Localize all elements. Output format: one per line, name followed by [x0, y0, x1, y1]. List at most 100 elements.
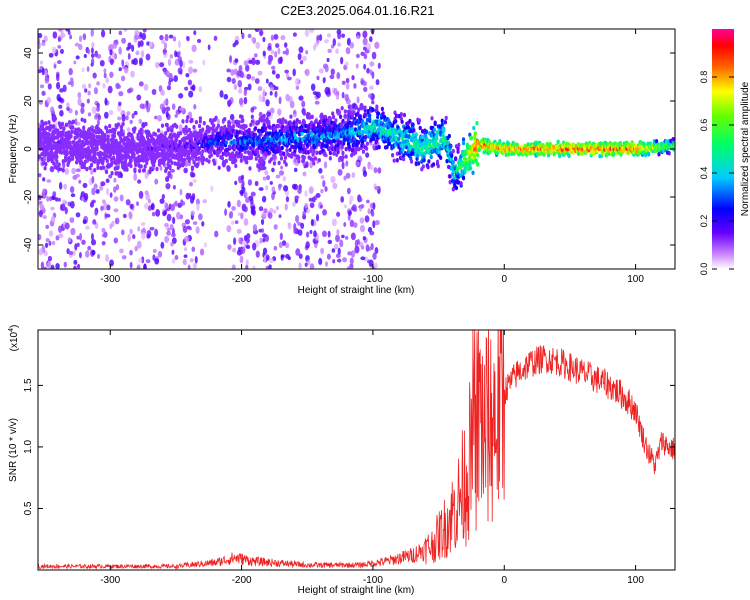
spectrogram-cell — [149, 226, 155, 231]
spectrogram-cell — [340, 105, 344, 111]
spectrogram-cell — [182, 258, 187, 266]
spectrogram-cell — [273, 34, 279, 40]
spectrogram-cell — [336, 229, 340, 236]
spectrogram-cell — [161, 193, 165, 200]
x-tick-label: -300 — [100, 274, 120, 285]
spectrogram-cell — [138, 81, 144, 87]
spectrogram-cell — [103, 133, 107, 138]
spectrogram-cell — [295, 248, 301, 256]
spectrogram-cell — [81, 67, 85, 73]
spectrogram-cell — [260, 115, 264, 121]
spectrogram-cell — [254, 180, 259, 187]
spectrogram-cell — [475, 120, 479, 126]
spectrogram-cell — [317, 142, 321, 147]
spectrogram-cell — [308, 142, 312, 147]
spectrogram-cell — [278, 96, 282, 105]
spectrogram-cell — [216, 123, 221, 129]
spectrogram-cell — [278, 137, 282, 143]
spectrogram-cell — [266, 135, 270, 141]
spectrogram-cell — [47, 255, 53, 262]
spectrogram-cell — [87, 245, 92, 251]
spectrogram-cell — [279, 232, 283, 241]
spectrogram-cell — [280, 165, 284, 170]
spectrogram-cell — [332, 182, 338, 190]
spectrogram-cell — [353, 143, 357, 148]
spectrogram-cell — [82, 33, 87, 41]
spectrogram-cell — [170, 241, 174, 247]
spectrogram-cell — [351, 204, 357, 212]
spectrogram-cell — [139, 40, 144, 47]
spectrogram-cell — [336, 258, 342, 263]
colorbar-tick-label: 0.4 — [699, 167, 709, 180]
spectrogram-cell — [261, 228, 264, 233]
spectrogram-cell — [324, 186, 328, 192]
spectrogram-cell — [255, 41, 261, 49]
spectrogram-cell — [105, 77, 109, 84]
spectrogram-cell — [214, 230, 219, 238]
spectrogram-cell — [289, 114, 293, 119]
spectrogram-cell — [96, 106, 100, 112]
spectrogram-cell — [302, 171, 307, 177]
spectrogram-cell — [236, 199, 241, 208]
spectrogram-cell — [174, 255, 179, 261]
spectrogram-cell — [151, 88, 157, 96]
spectrogram-cell — [232, 247, 237, 253]
spectrogram-cell — [113, 196, 119, 202]
spectrogram-cell — [380, 106, 384, 112]
spectrogram-cell — [331, 111, 335, 116]
spectrogram-cell — [213, 35, 218, 41]
spectrogram-cell — [212, 123, 216, 128]
spectrogram-cell — [297, 53, 302, 61]
spectrogram-cell — [309, 263, 315, 269]
spectrogram-cell — [75, 55, 80, 60]
spectrogram-cell — [60, 150, 64, 155]
spectrogram-cell — [57, 29, 63, 32]
spectrogram-cell — [166, 213, 172, 222]
spectrogram-cell — [448, 174, 452, 179]
spectrogram-cell — [208, 126, 213, 131]
spectrogram-cell — [93, 183, 98, 190]
spectrogram-cell — [168, 34, 174, 39]
spectrogram-cell — [466, 166, 470, 172]
spectrogram-cell — [278, 214, 282, 218]
spectrogram-cell — [96, 102, 100, 108]
spectrogram-cell — [86, 145, 91, 151]
spectrogram-cell — [432, 127, 436, 133]
spectrogram-cell — [424, 129, 429, 135]
spectrogram-cell — [275, 174, 281, 179]
spectrogram-cell — [369, 61, 375, 67]
spectrogram-cell — [258, 206, 264, 212]
spectrogram-cell — [129, 158, 133, 163]
spectrogram-cell — [64, 207, 68, 215]
spectrogram-cell — [278, 170, 285, 176]
spectrogram-cell — [274, 86, 279, 91]
spectrogram-cell — [473, 131, 477, 136]
spectrogram-cell — [165, 110, 169, 118]
spectrogram-cell — [271, 167, 275, 173]
spectrogram-cell — [96, 81, 100, 86]
spectrogram-cell — [387, 141, 392, 146]
spectrogram-cell — [188, 156, 192, 161]
spectrogram-cell — [238, 97, 244, 106]
spectrogram-cell — [50, 215, 56, 223]
spectrogram-cell — [288, 147, 292, 153]
spectrogram-cell — [73, 60, 77, 65]
spectrogram-cell — [241, 174, 245, 181]
spectrogram-cell — [123, 67, 129, 74]
spectrogram-cell — [59, 110, 64, 117]
spectrogram-cell — [240, 212, 244, 220]
spectrogram-cell — [407, 134, 411, 140]
spectrogram-cell — [395, 158, 399, 163]
spectrogram-cell — [369, 85, 374, 90]
spectrogram-cell — [201, 221, 205, 227]
spectrogram-cell — [276, 124, 280, 129]
spectrogram-cell — [148, 41, 153, 48]
spectrogram-cell — [333, 87, 338, 96]
spectrogram-cell — [169, 223, 174, 231]
spectrogram-cell — [327, 230, 331, 238]
spectrogram-cell — [273, 224, 278, 230]
spectrogram-cell — [297, 159, 301, 164]
spectrogram-cell — [345, 160, 349, 167]
spectrogram-cell — [59, 88, 64, 93]
spectrogram-cell — [312, 161, 316, 166]
